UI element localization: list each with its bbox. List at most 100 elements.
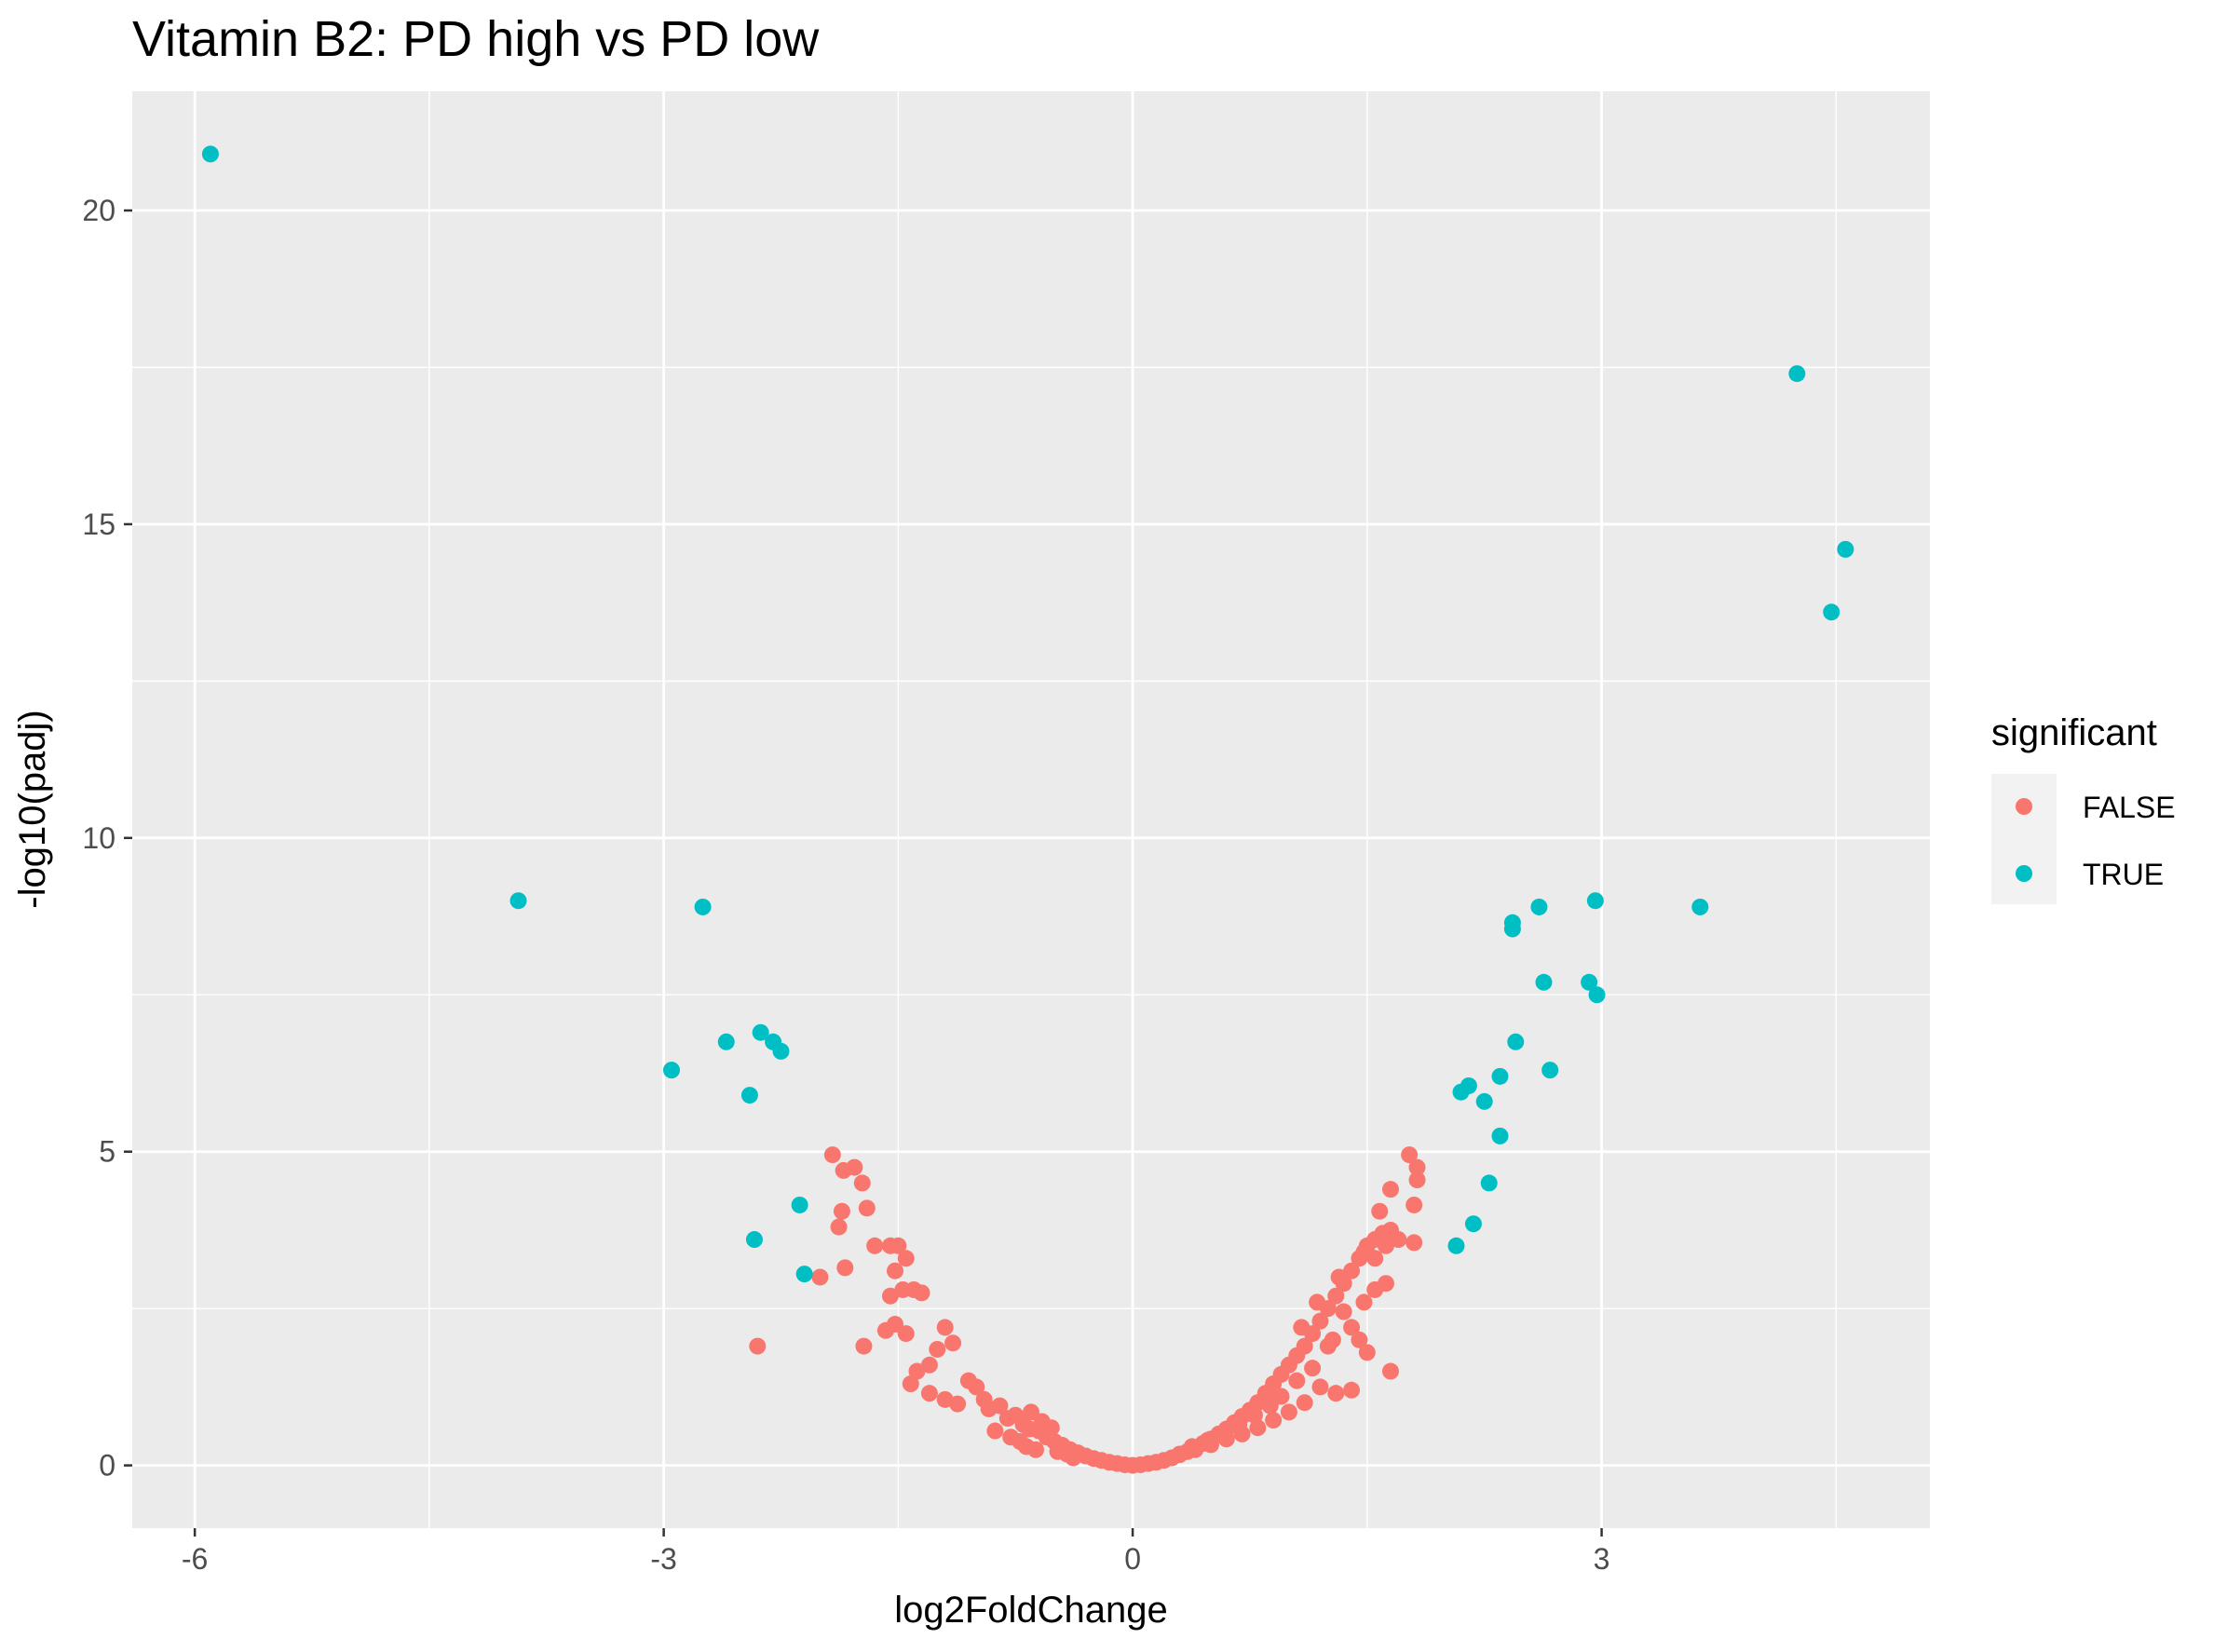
point-true (201, 145, 219, 163)
point-true (1503, 914, 1521, 931)
point-true (1581, 973, 1598, 991)
point-false (902, 1375, 919, 1393)
legend-label-false: FALSE (2083, 791, 2176, 824)
point-false (1351, 1331, 1368, 1348)
point-true (663, 1062, 680, 1079)
point-false (889, 1237, 907, 1254)
point-true (1491, 1067, 1509, 1085)
point-false (1377, 1237, 1394, 1254)
point-false (1023, 1403, 1039, 1421)
x-axis-ticks: -6 -3 0 3 (182, 1528, 1610, 1576)
point-false (1324, 1331, 1341, 1348)
point-true (1788, 365, 1806, 383)
point-false (949, 1395, 967, 1413)
point-true (717, 1033, 735, 1050)
point-false (1311, 1378, 1329, 1396)
y-tick-label: 20 (82, 194, 115, 227)
point-false (1408, 1158, 1426, 1176)
point-false (1371, 1202, 1389, 1220)
y-tick-label: 0 (99, 1449, 115, 1483)
minor-gridlines (132, 91, 1930, 1528)
point-false (920, 1385, 938, 1402)
point-false (1311, 1312, 1329, 1330)
point-false (1327, 1385, 1345, 1402)
point-true (795, 1266, 813, 1283)
x-tick-label: 0 (1124, 1542, 1141, 1576)
point-false (1249, 1419, 1267, 1437)
point-true (752, 1023, 769, 1041)
point-false (1296, 1337, 1313, 1355)
point-false (929, 1340, 946, 1358)
x-axis-title: log2FoldChange (894, 1590, 1168, 1631)
point-false (1272, 1388, 1290, 1405)
point-true (1588, 986, 1606, 1004)
legend: significant FALSE TRUE (1991, 712, 2176, 904)
legend-label-true: TRUE (2083, 858, 2164, 891)
x-tick-label: 3 (1594, 1542, 1610, 1576)
point-true (772, 1042, 790, 1060)
point-false (833, 1202, 850, 1220)
point-false (920, 1356, 938, 1374)
point-false (1293, 1319, 1310, 1336)
point-false (1330, 1268, 1348, 1286)
point-false (1171, 1445, 1188, 1463)
point-false (986, 1422, 1004, 1440)
point-false (1027, 1441, 1045, 1458)
point-true (1586, 892, 1604, 910)
point-false (1401, 1146, 1419, 1164)
point-false (991, 1397, 1009, 1415)
point-true (1530, 898, 1548, 915)
point-false (1183, 1438, 1201, 1456)
point-false (897, 1250, 915, 1267)
x-tick-label: -6 (182, 1542, 208, 1576)
point-true (791, 1196, 808, 1213)
point-false (853, 1174, 871, 1192)
y-axis-ticks: 0 5 10 15 20 (82, 194, 132, 1483)
point-true (694, 898, 712, 915)
point-false (1343, 1381, 1361, 1399)
point-false (1265, 1412, 1283, 1429)
point-false (823, 1146, 841, 1164)
x-tick-label: -3 (650, 1542, 676, 1576)
point-false (1355, 1293, 1373, 1311)
point-true (1475, 1092, 1493, 1110)
legend-marker-true (2016, 865, 2032, 882)
chart-title: Vitamin B2: PD high vs PD low (132, 11, 820, 67)
point-false (881, 1287, 899, 1305)
legend-title: significant (1991, 712, 2157, 753)
y-tick-label: 5 (99, 1135, 115, 1169)
point-true (1535, 973, 1553, 991)
point-false (855, 1337, 873, 1355)
point-false (811, 1268, 829, 1286)
point-false (858, 1199, 876, 1217)
point-false (836, 1259, 854, 1277)
point-true (1464, 1215, 1482, 1233)
point-false (1296, 1394, 1313, 1412)
point-false (1405, 1196, 1423, 1213)
y-tick-label: 15 (82, 508, 115, 541)
point-false (1343, 1319, 1361, 1336)
point-true (1460, 1077, 1477, 1094)
point-false (876, 1321, 894, 1339)
point-true (1507, 1033, 1525, 1050)
point-true (1491, 1127, 1509, 1144)
plot-panel (132, 91, 1930, 1528)
y-tick-label: 10 (82, 821, 115, 855)
legend-marker-false (2016, 798, 2032, 815)
point-true (1480, 1174, 1498, 1192)
point-false (830, 1218, 848, 1236)
point-false (1309, 1293, 1326, 1311)
point-true (1837, 540, 1854, 558)
point-false (1261, 1397, 1279, 1415)
point-false (1304, 1360, 1322, 1377)
y-axis-title: -log10(padj) (12, 710, 53, 908)
point-false (1408, 1171, 1426, 1189)
point-false (1215, 1424, 1232, 1442)
point-false (968, 1378, 985, 1396)
point-false (1245, 1406, 1263, 1424)
point-false (897, 1325, 915, 1343)
point-true (1823, 603, 1840, 621)
point-false (1335, 1303, 1352, 1320)
point-false (1065, 1449, 1082, 1467)
